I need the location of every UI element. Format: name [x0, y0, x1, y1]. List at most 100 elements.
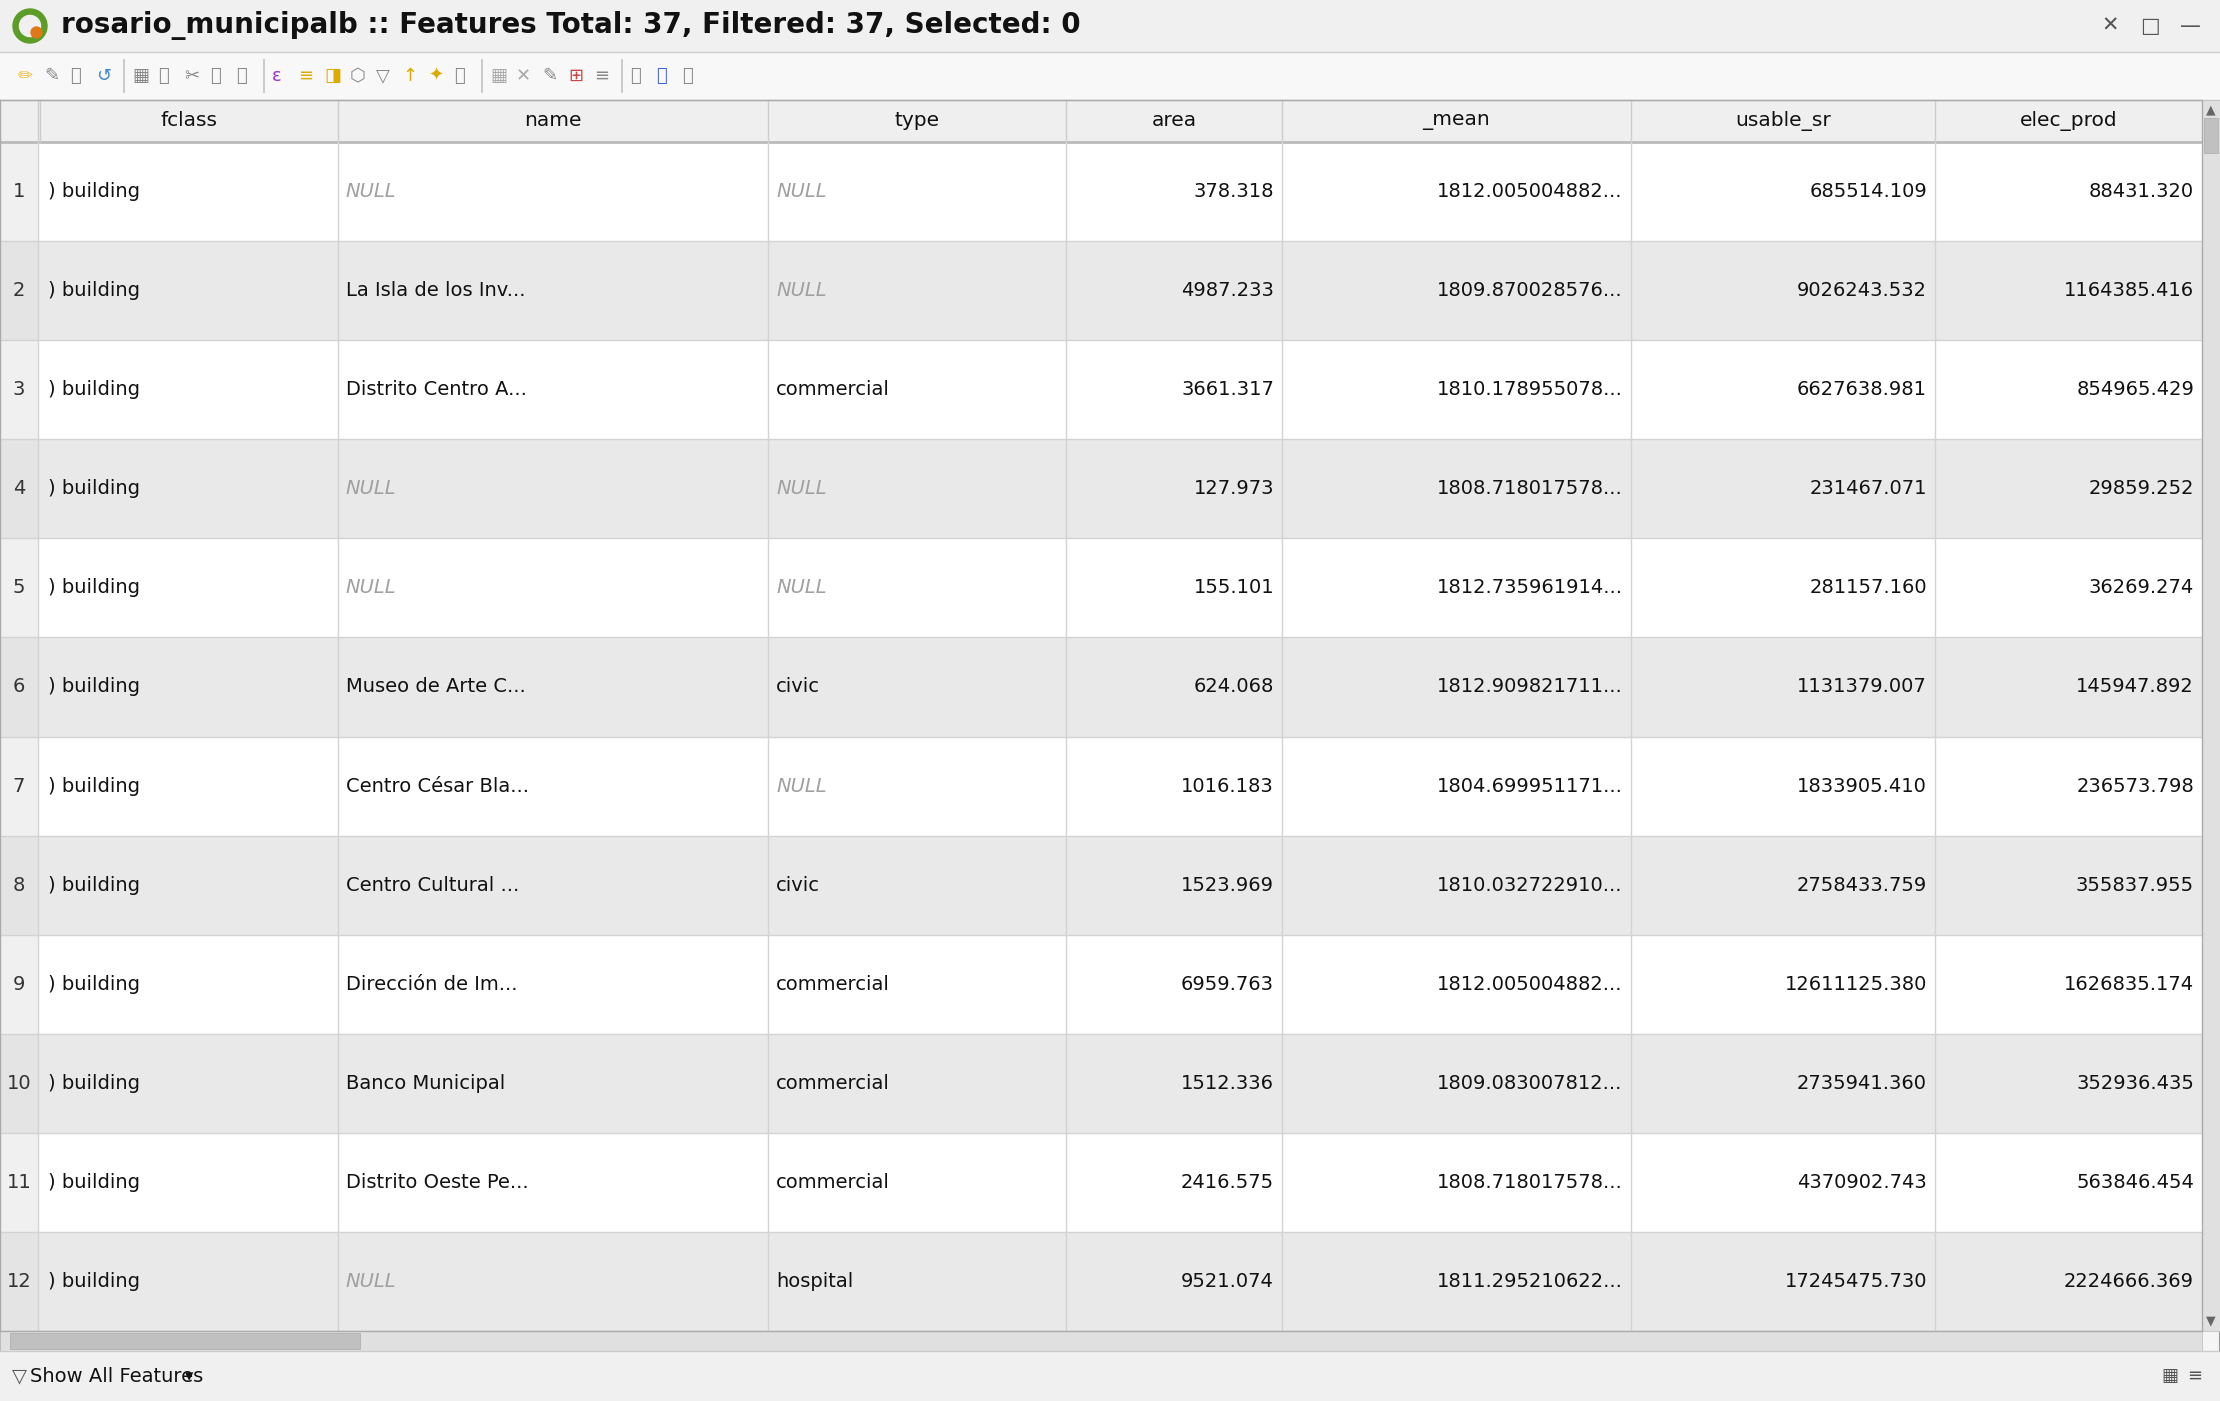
Text: 1804.699951171...: 1804.699951171...: [1436, 776, 1623, 796]
Text: usable_sr: usable_sr: [1736, 111, 1831, 132]
Text: 9026243.532: 9026243.532: [1796, 282, 1927, 300]
Text: 5: 5: [13, 579, 24, 597]
Bar: [0, 934, 38, 1034]
Bar: [2202, 99, 2220, 1331]
Text: ≡: ≡: [595, 67, 608, 85]
Bar: [0, 1034, 2202, 1133]
Bar: [0, 637, 2202, 737]
Text: 1: 1: [13, 182, 24, 200]
Text: 1812.735961914...: 1812.735961914...: [1436, 579, 1623, 597]
Bar: [2204, 118, 2218, 153]
Bar: [11, 1332, 360, 1349]
Text: ) building: ) building: [49, 380, 140, 399]
Text: 563846.454: 563846.454: [2076, 1173, 2193, 1192]
Text: 145947.892: 145947.892: [2076, 678, 2193, 696]
Text: Distrito Centro A...: Distrito Centro A...: [346, 380, 526, 399]
Circle shape: [13, 8, 47, 43]
Text: elec_prod: elec_prod: [2020, 111, 2118, 132]
Text: commercial: commercial: [777, 1073, 890, 1093]
Text: 1812.909821711...: 1812.909821711...: [1436, 678, 1623, 696]
Text: ▼: ▼: [2207, 1314, 2216, 1328]
Text: NULL: NULL: [346, 479, 397, 499]
Bar: [0, 440, 38, 538]
Text: ▦: ▦: [2162, 1367, 2178, 1386]
Text: ⊞: ⊞: [568, 67, 584, 85]
Text: 36269.274: 36269.274: [2089, 579, 2193, 597]
Text: ) building: ) building: [49, 776, 140, 796]
Text: ) building: ) building: [49, 975, 140, 993]
Bar: [1281, 99, 1632, 142]
Bar: [0, 835, 38, 934]
Bar: [0, 538, 2202, 637]
Text: ✕: ✕: [515, 67, 531, 85]
Bar: [40, 99, 337, 142]
Text: ▦: ▦: [491, 67, 506, 85]
Text: ) building: ) building: [49, 579, 140, 597]
Text: NULL: NULL: [777, 776, 826, 796]
Text: 🔍: 🔍: [455, 67, 464, 85]
Text: NULL: NULL: [346, 1272, 397, 1290]
Bar: [0, 1231, 2202, 1331]
Text: La Isla de los Inv...: La Isla de los Inv...: [346, 282, 526, 300]
Text: ↑: ↑: [402, 67, 417, 85]
Text: 12611125.380: 12611125.380: [1785, 975, 1927, 993]
Text: 1523.969: 1523.969: [1181, 876, 1274, 895]
Text: 1808.718017578...: 1808.718017578...: [1436, 1173, 1623, 1192]
Text: 6627638.981: 6627638.981: [1796, 380, 1927, 399]
Text: Distrito Oeste Pe...: Distrito Oeste Pe...: [346, 1173, 528, 1192]
Text: ▾: ▾: [184, 1367, 193, 1386]
Text: rosario_municipalb :: Features Total: 37, Filtered: 37, Selected: 0: rosario_municipalb :: Features Total: 37…: [60, 11, 1081, 41]
Text: 1808.718017578...: 1808.718017578...: [1436, 479, 1623, 499]
Text: 2: 2: [13, 282, 24, 300]
Text: 355837.955: 355837.955: [2076, 876, 2193, 895]
Text: 1016.183: 1016.183: [1181, 776, 1274, 796]
Text: 281157.160: 281157.160: [1809, 579, 1927, 597]
Text: commercial: commercial: [777, 380, 890, 399]
Bar: [0, 538, 38, 637]
Bar: [0, 835, 2202, 934]
Bar: [0, 934, 2202, 1034]
Text: hospital: hospital: [777, 1272, 852, 1290]
Text: ✎: ✎: [44, 67, 60, 85]
Text: Museo de Arte C...: Museo de Arte C...: [346, 678, 526, 696]
Text: ✦: ✦: [428, 67, 444, 85]
Bar: [0, 440, 2202, 538]
Text: 1833905.410: 1833905.410: [1798, 776, 1927, 796]
Text: ✂: ✂: [184, 67, 200, 85]
Text: 231467.071: 231467.071: [1809, 479, 1927, 499]
Text: 11: 11: [7, 1173, 31, 1192]
Text: ✎: ✎: [542, 67, 557, 85]
Text: commercial: commercial: [777, 1173, 890, 1192]
Bar: [337, 99, 768, 142]
Bar: [0, 1034, 38, 1133]
Text: 4: 4: [13, 479, 24, 499]
Text: ▦: ▦: [131, 67, 149, 85]
Text: NULL: NULL: [777, 579, 826, 597]
Bar: [1936, 99, 2202, 142]
Bar: [0, 737, 38, 835]
Text: 10: 10: [7, 1073, 31, 1093]
Text: 📋: 📋: [235, 67, 246, 85]
Text: Centro Cultural ...: Centro Cultural ...: [346, 876, 519, 895]
Text: ) building: ) building: [49, 1173, 140, 1192]
Text: NULL: NULL: [346, 182, 397, 200]
Bar: [0, 340, 2202, 440]
Text: 88431.320: 88431.320: [2089, 182, 2193, 200]
Text: 3: 3: [13, 380, 24, 399]
Text: ε: ε: [273, 67, 282, 85]
Bar: [0, 1133, 38, 1231]
Text: 685514.109: 685514.109: [1809, 182, 1927, 200]
Text: NULL: NULL: [777, 282, 826, 300]
Text: civic: civic: [777, 678, 819, 696]
Text: name: name: [524, 112, 582, 130]
Text: 624.068: 624.068: [1194, 678, 1274, 696]
Text: 1164385.416: 1164385.416: [2065, 282, 2193, 300]
Bar: [0, 340, 38, 440]
Text: 352936.435: 352936.435: [2076, 1073, 2193, 1093]
Text: area: area: [1152, 112, 1197, 130]
Text: 2735941.360: 2735941.360: [1796, 1073, 1927, 1093]
Text: 2758433.759: 2758433.759: [1796, 876, 1927, 895]
Text: 12: 12: [7, 1272, 31, 1290]
Text: ▽: ▽: [375, 67, 391, 85]
Text: 8: 8: [13, 876, 24, 895]
